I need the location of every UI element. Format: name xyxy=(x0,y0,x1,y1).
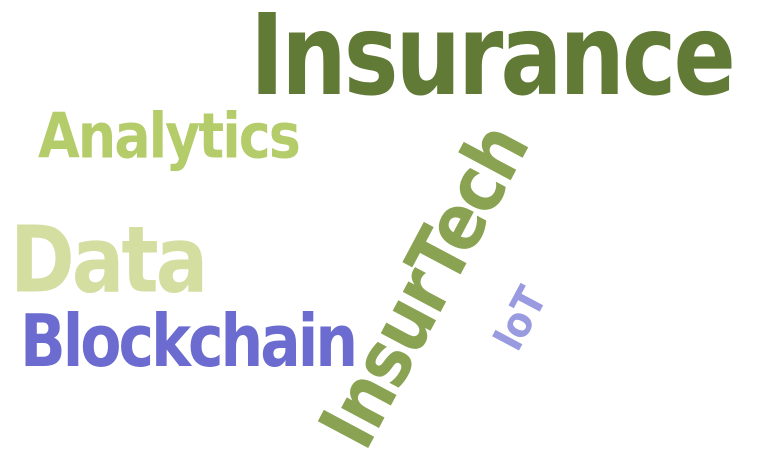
word-insurance: Insurance xyxy=(250,0,736,121)
word-blockchain: Blockchain xyxy=(20,300,358,384)
word-insurtech: InsurTech xyxy=(302,110,547,463)
word-analytics: Analytics xyxy=(38,100,301,173)
word-data: Data xyxy=(10,207,208,315)
word-iot: IoT xyxy=(483,279,556,359)
